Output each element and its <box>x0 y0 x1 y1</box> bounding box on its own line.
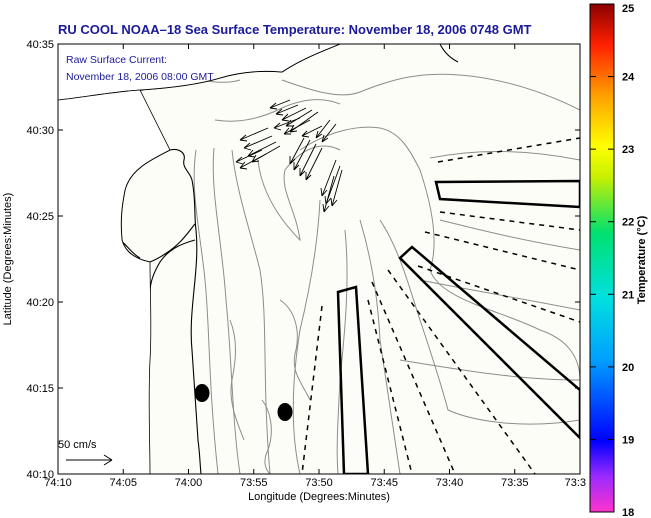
y-axis-label: Latitude (Degrees:Minutes) <box>2 193 14 326</box>
colorbar-ticks: 25 24 23 22 21 20 19 18 <box>590 3 635 518</box>
radar-range-lines <box>301 137 580 474</box>
buoy-marker-east <box>277 403 293 421</box>
y-tick-label: 40:25 <box>26 211 54 223</box>
y-axis: 40:35 40:30 40:25 40:20 40:15 40:10 <box>26 39 580 481</box>
land-areas <box>58 44 341 474</box>
colorbar-tick-label: 19 <box>622 434 634 446</box>
colorbar-label: Temperature (°C) <box>636 215 648 304</box>
colorbar-gradient <box>589 3 615 513</box>
colorbar-tick-label: 23 <box>622 144 634 156</box>
radar-beam-east <box>434 179 580 209</box>
x-tick-label: 73:3 <box>565 477 586 489</box>
x-tick-label: 73:35 <box>501 477 529 489</box>
x-tick-label: 73:45 <box>370 477 398 489</box>
map-plot-area: 50 cm/s Raw Surface Current: November 18… <box>58 44 580 474</box>
y-tick-label: 40:35 <box>26 39 54 51</box>
x-tick-label: 73:40 <box>436 477 464 489</box>
y-tick-label: 40:15 <box>26 383 54 395</box>
colorbar-tick-label: 21 <box>622 289 634 301</box>
legend-current-time: November 18, 2006 08:00 GMT <box>66 71 214 83</box>
figure-title: RU COOL NOAA–18 Sea Surface Temperature:… <box>58 22 532 37</box>
colorbar-tick-label: 25 <box>622 3 634 15</box>
y-tick-label: 40:10 <box>26 469 54 481</box>
x-tick-label: 74:05 <box>109 477 137 489</box>
x-axis: 74:10 74:05 74:00 73:55 73:50 73:45 73:40 73:35… <box>44 44 586 489</box>
y-tick-label: 40:30 <box>26 125 54 137</box>
x-tick-label: 73:55 <box>240 477 268 489</box>
colorbar: 25 24 23 22 21 20 19 18 Temperature (°C) <box>589 3 648 518</box>
x-tick-label: 74:00 <box>175 477 203 489</box>
radar-coverage-boxes <box>336 179 580 474</box>
x-axis-label: Longitude (Degrees:Minutes) <box>248 491 390 503</box>
scale-bar-label: 50 cm/s <box>58 439 97 451</box>
scale-bar: 50 cm/s <box>58 439 113 466</box>
colorbar-tick-label: 18 <box>622 507 634 518</box>
colorbar-tick-label: 24 <box>622 72 635 84</box>
x-tick-label: 74:10 <box>44 477 72 489</box>
y-tick-label: 40:20 <box>26 297 54 309</box>
colorbar-tick-label: 22 <box>622 217 634 229</box>
current-vectors <box>235 99 343 213</box>
buoy-marker-west <box>194 384 210 402</box>
colorbar-tick-label: 20 <box>622 362 634 374</box>
x-tick-label: 73:50 <box>305 477 333 489</box>
buoy-markers <box>194 384 293 421</box>
legend-current-label: Raw Surface Current: <box>66 54 167 66</box>
radar-beam-south <box>336 285 370 474</box>
radar-beam-southeast <box>398 245 580 440</box>
